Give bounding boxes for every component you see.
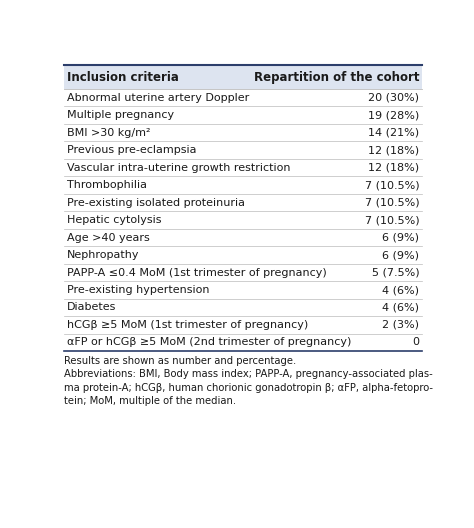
Bar: [64, 246, 422, 264]
Bar: [64, 89, 422, 107]
Text: 6 (9%): 6 (9%): [382, 232, 419, 242]
Bar: [64, 176, 422, 194]
Text: 0: 0: [412, 337, 419, 347]
Text: Abnormal uterine artery Doppler: Abnormal uterine artery Doppler: [66, 93, 249, 103]
Text: 4 (6%): 4 (6%): [382, 303, 419, 313]
Text: ma protein-A; hCGβ, human chorionic gonadotropin β; αFP, alpha-fetopro-: ma protein-A; hCGβ, human chorionic gona…: [64, 383, 433, 393]
Text: 7 (10.5%): 7 (10.5%): [365, 180, 419, 190]
Text: BMI >30 kg/m²: BMI >30 kg/m²: [66, 128, 150, 138]
Text: Age >40 years: Age >40 years: [66, 232, 149, 242]
Text: Pre-existing isolated proteinuria: Pre-existing isolated proteinuria: [66, 197, 245, 208]
Bar: [64, 264, 422, 281]
Text: 7 (10.5%): 7 (10.5%): [365, 197, 419, 208]
Bar: [64, 194, 422, 211]
Bar: [64, 316, 422, 334]
Bar: [64, 299, 422, 316]
Text: 19 (28%): 19 (28%): [368, 110, 419, 120]
Text: Pre-existing hypertension: Pre-existing hypertension: [66, 285, 209, 295]
Text: 7 (10.5%): 7 (10.5%): [365, 215, 419, 225]
Text: Nephropathy: Nephropathy: [66, 250, 139, 260]
Text: Previous pre-eclampsia: Previous pre-eclampsia: [66, 145, 196, 155]
Text: Diabetes: Diabetes: [66, 303, 116, 313]
Text: 2 (3%): 2 (3%): [382, 320, 419, 330]
Text: Results are shown as number and percentage.: Results are shown as number and percenta…: [64, 356, 297, 366]
Bar: [64, 229, 422, 246]
Text: 12 (18%): 12 (18%): [368, 145, 419, 155]
Text: hCGβ ≥5 MoM (1st trimester of pregnancy): hCGβ ≥5 MoM (1st trimester of pregnancy): [66, 320, 308, 330]
Text: Multiple pregnancy: Multiple pregnancy: [66, 110, 174, 120]
Text: Vascular intra-uterine growth restriction: Vascular intra-uterine growth restrictio…: [66, 163, 290, 173]
Bar: [64, 65, 422, 89]
Text: Hepatic cytolysis: Hepatic cytolysis: [66, 215, 161, 225]
Text: 4 (6%): 4 (6%): [382, 285, 419, 295]
Text: 5 (7.5%): 5 (7.5%): [372, 268, 419, 278]
Text: Abbreviations: BMI, Body mass index; PAPP-A, pregnancy-associated plas-: Abbreviations: BMI, Body mass index; PAP…: [64, 370, 433, 380]
Bar: [64, 107, 422, 124]
Text: 6 (9%): 6 (9%): [382, 250, 419, 260]
Text: Repartition of the cohort: Repartition of the cohort: [254, 71, 419, 83]
Bar: [64, 211, 422, 229]
Text: Inclusion criteria: Inclusion criteria: [66, 71, 179, 83]
Bar: [64, 124, 422, 142]
Bar: [64, 142, 422, 159]
Text: αFP or hCGβ ≥5 MoM (2nd trimester of pregnancy): αFP or hCGβ ≥5 MoM (2nd trimester of pre…: [66, 337, 351, 347]
Text: 12 (18%): 12 (18%): [368, 163, 419, 173]
Text: Thrombophilia: Thrombophilia: [66, 180, 146, 190]
Text: 20 (30%): 20 (30%): [368, 93, 419, 103]
Text: tein; MoM, multiple of the median.: tein; MoM, multiple of the median.: [64, 397, 237, 407]
Text: PAPP-A ≤0.4 MoM (1st trimester of pregnancy): PAPP-A ≤0.4 MoM (1st trimester of pregna…: [66, 268, 326, 278]
Bar: [64, 281, 422, 299]
Bar: [64, 159, 422, 176]
Text: 14 (21%): 14 (21%): [368, 128, 419, 138]
Bar: [64, 334, 422, 351]
